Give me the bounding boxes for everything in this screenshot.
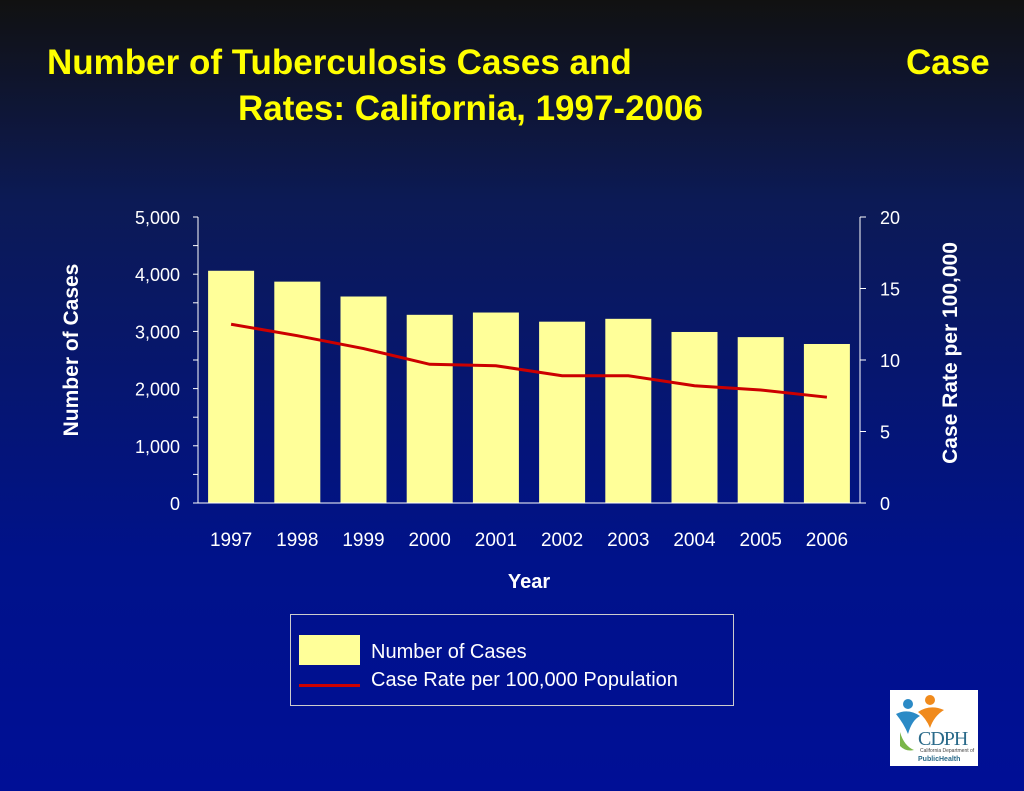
bar-1998: [274, 281, 321, 503]
legend-label-cases: Number of Cases: [371, 641, 527, 663]
x-tick-label: 2002: [541, 530, 583, 551]
legend-label-rate: Case Rate per 100,000 Population: [371, 669, 678, 691]
bar-1999: [340, 296, 387, 503]
logo-subtext: California Department of: [920, 748, 975, 754]
x-tick-label: 2000: [409, 530, 451, 551]
bar-2005: [737, 337, 784, 503]
right-tick-label: 5: [880, 423, 890, 443]
right-tick-label: 20: [880, 208, 900, 228]
logo-tag: PublicHealth: [918, 756, 961, 763]
left-tick-label: 3,000: [135, 322, 180, 342]
x-tick-label: 1998: [276, 530, 318, 551]
right-axis-title: Case Rate per 100,000: [939, 242, 962, 464]
left-tick-label: 5,000: [135, 208, 180, 228]
right-tick-label: 0: [880, 494, 890, 514]
bar-2001: [472, 312, 519, 503]
x-axis-title: Year: [508, 571, 550, 593]
legend-swatch-rate: [299, 684, 360, 687]
left-tick-label: 1,000: [135, 437, 180, 457]
chart-legend: Number of Cases Case Rate per 100,000 Po…: [290, 614, 734, 706]
bar-2003: [605, 318, 652, 503]
bar-2006: [803, 343, 850, 503]
right-tick-label: 15: [880, 280, 900, 300]
x-tick-label: 2003: [607, 530, 649, 551]
title-line-1-tail: Case: [906, 43, 990, 82]
chart: 0 1,000 2,000 3,000 4,000 5,000 0 5 10 15 20 1997 19…: [60, 208, 962, 593]
left-tick-label: 2,000: [135, 380, 180, 400]
left-tick-label: 4,000: [135, 265, 180, 285]
cdph-logo: CDPH California Department of PublicHeal…: [890, 690, 978, 766]
legend-swatch-cases: [299, 635, 360, 665]
title-line-2: Rates: California, 1997-2006: [238, 89, 703, 128]
bar-2002: [539, 321, 586, 503]
x-tick-label: 1997: [210, 530, 252, 551]
x-tick-label: 2004: [673, 530, 716, 551]
bar-2004: [671, 331, 718, 503]
left-axis-title: Number of Cases: [60, 264, 83, 437]
x-tick-label: 2001: [475, 530, 517, 551]
logo-text: CDPH: [918, 728, 968, 750]
cdph-figures-icon: [896, 695, 944, 751]
x-tick-label: 2005: [740, 530, 782, 551]
x-tick-label: 1999: [342, 530, 384, 551]
left-tick-label: 0: [170, 494, 180, 514]
x-tick-label: 2006: [806, 530, 848, 551]
bar-2000: [406, 314, 453, 503]
case-rate-line: [230, 322, 828, 399]
bar-1997: [208, 270, 255, 503]
title-line-1: Number of Tuberculosis Cases and: [47, 43, 632, 82]
right-tick-label: 10: [880, 351, 900, 371]
